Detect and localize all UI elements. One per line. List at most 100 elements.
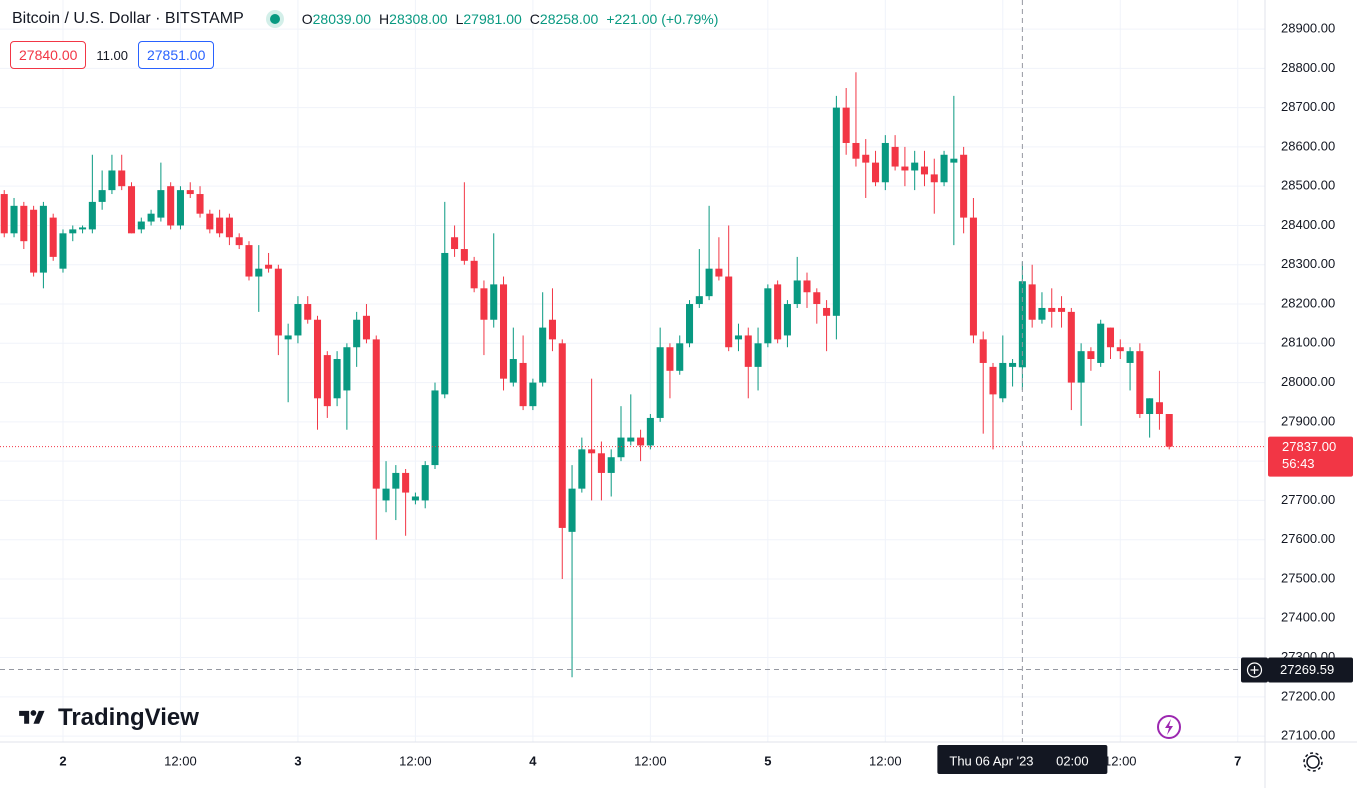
candle-body <box>1165 414 1173 447</box>
candle <box>842 87 850 155</box>
crosshair-time-box <box>937 745 1108 774</box>
legend-key: O <box>301 10 313 27</box>
candle <box>715 237 723 281</box>
candle-body <box>1028 284 1036 320</box>
candle <box>30 205 38 277</box>
candle <box>725 225 733 352</box>
candle-body <box>186 190 194 195</box>
settings-icon[interactable] <box>1306 755 1320 769</box>
y-tick-label: 28100.00 <box>1281 335 1335 350</box>
candle <box>137 217 145 234</box>
candle-body <box>39 205 47 273</box>
candle <box>823 300 831 352</box>
candle <box>872 150 880 187</box>
candle <box>1058 296 1066 328</box>
candle <box>783 300 791 348</box>
candle-body <box>343 347 351 391</box>
candle <box>441 201 449 399</box>
candle <box>548 288 556 352</box>
candle <box>196 186 204 218</box>
candle-body <box>157 190 165 218</box>
candle <box>989 362 997 450</box>
candle-body <box>88 201 96 230</box>
candle-body <box>940 154 948 183</box>
candle <box>39 201 47 289</box>
candle-body <box>470 260 478 289</box>
y-tick-label: 28900.00 <box>1281 21 1335 36</box>
candle-body <box>793 280 801 305</box>
candle-body <box>607 457 615 473</box>
candle <box>1097 319 1105 367</box>
candle-body <box>666 347 674 371</box>
candle-body <box>294 304 302 336</box>
candle <box>656 327 664 422</box>
candle-body <box>0 194 8 234</box>
candle <box>627 394 635 446</box>
candle <box>519 335 527 411</box>
y-tick-label: 27700.00 <box>1281 492 1335 507</box>
change: +221.00 (+0.79%) <box>606 11 719 27</box>
candle <box>529 378 537 411</box>
candle-body <box>568 488 576 532</box>
buy-button[interactable]: 27851.00 <box>137 41 215 69</box>
candle <box>59 229 67 273</box>
x-tick-label: 7 <box>1234 753 1241 768</box>
y-tick-label: 28300.00 <box>1281 256 1335 271</box>
candle <box>969 197 977 344</box>
candle-body <box>1058 307 1066 312</box>
candle-body <box>421 465 429 501</box>
candle-body <box>1106 327 1115 348</box>
candle <box>1126 347 1134 391</box>
y-tick-label: 28600.00 <box>1281 138 1335 153</box>
candle-body <box>930 174 938 183</box>
lightning-icon[interactable] <box>1157 715 1181 739</box>
candle <box>1009 359 1017 387</box>
candle <box>676 335 684 375</box>
legend-key: L <box>455 10 464 27</box>
y-tick-label: 28800.00 <box>1281 60 1335 75</box>
legend-value: 27981.00 <box>463 10 522 27</box>
sell-button[interactable]: 27840.00 <box>10 41 87 69</box>
candle-body <box>774 284 782 340</box>
header: Bitcoin / U.S. Dollar · BITSTAMP O28039.… <box>12 10 718 28</box>
candle-body <box>872 162 880 183</box>
add-alert-icon <box>1246 662 1263 678</box>
candle-body <box>686 304 694 344</box>
candle <box>862 139 870 198</box>
candle <box>1116 339 1124 360</box>
symbol-title[interactable]: Bitcoin / U.S. Dollar · BITSTAMP <box>12 10 244 27</box>
candle-body <box>118 170 126 187</box>
candle-body <box>920 166 929 175</box>
candle <box>186 182 194 198</box>
candle <box>372 335 380 540</box>
x-tick-label: 12:00 <box>634 753 667 768</box>
legend-value: 28258.00 <box>539 10 599 27</box>
settings-icon <box>1303 752 1323 772</box>
candle <box>333 351 341 407</box>
candle <box>852 72 860 167</box>
candle <box>734 323 742 352</box>
candle <box>1028 264 1036 328</box>
add-alert-icon <box>1250 665 1259 674</box>
candle-body <box>1087 351 1095 360</box>
legend-key: C <box>529 10 540 27</box>
candle <box>578 437 586 493</box>
candle <box>353 311 361 367</box>
logo[interactable]: TradingView <box>14 704 199 732</box>
candle <box>960 146 968 234</box>
candle-body <box>783 304 791 336</box>
last-price-box <box>1268 436 1353 477</box>
candle <box>1106 327 1115 360</box>
candle-body <box>490 284 498 320</box>
candle <box>480 280 488 356</box>
candle <box>1146 398 1154 438</box>
candle <box>245 241 253 281</box>
candle-body <box>901 166 909 171</box>
candle <box>313 315 322 430</box>
y-tick-label: 27200.00 <box>1281 688 1335 703</box>
candle-body <box>147 213 155 222</box>
candle-body <box>59 233 67 269</box>
candle <box>539 292 547 387</box>
candle-body <box>79 227 87 230</box>
candle-body <box>705 268 713 297</box>
